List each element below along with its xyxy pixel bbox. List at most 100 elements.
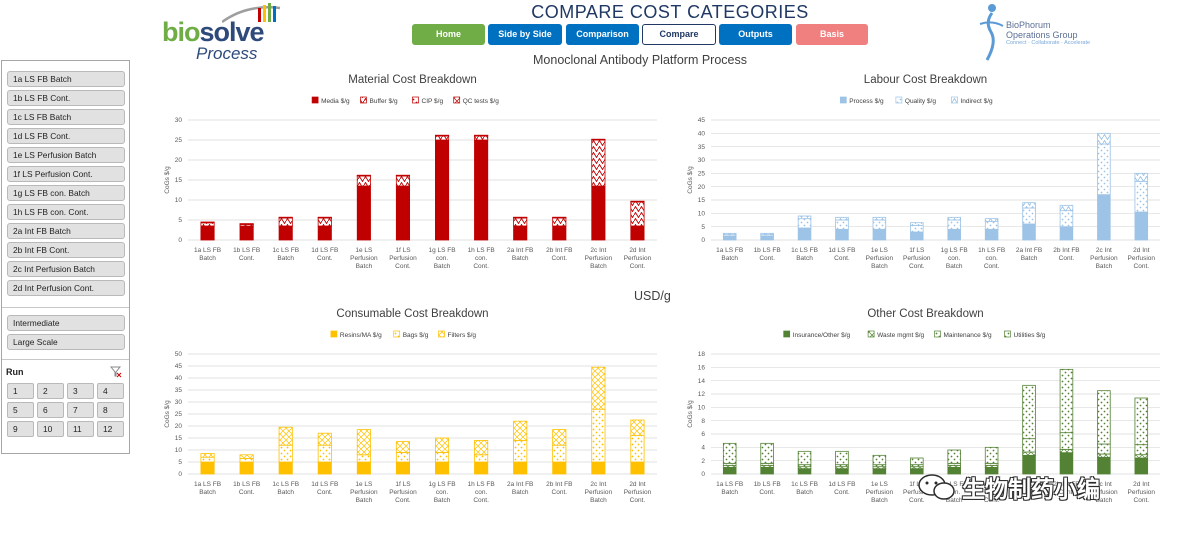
x-tick-label: 1d LS FB xyxy=(311,481,338,488)
x-tick-label: 1e LS xyxy=(355,247,373,254)
legend-item: Quality $/g xyxy=(895,96,936,105)
run-item[interactable]: 7 xyxy=(67,402,94,418)
x-tick-label: Cont. xyxy=(909,497,925,504)
legend-swatch xyxy=(1004,330,1011,338)
y-tick-label: 45 xyxy=(698,117,706,124)
nav-compare-button[interactable]: Compare xyxy=(642,24,716,45)
x-tick-label: 2a Int FB xyxy=(1016,481,1042,488)
x-tick-label: Batch xyxy=(199,489,216,496)
scenario-item[interactable]: 2b Int FB Cont. xyxy=(7,242,125,258)
y-tick-label: 30 xyxy=(698,157,706,164)
legend-swatch xyxy=(438,330,445,338)
bar-segment xyxy=(591,138,606,141)
bar-segment xyxy=(1022,207,1036,225)
legend-label: Buffer $/g xyxy=(370,98,398,105)
x-tick-label: 2b Int FB xyxy=(1053,481,1079,488)
x-tick-label: Perfusion xyxy=(866,489,894,496)
run-item[interactable]: 1 xyxy=(7,383,34,399)
scenario-item[interactable]: 1b LS FB Cont. xyxy=(7,90,125,106)
x-tick-label: Perfusion xyxy=(350,255,378,262)
bar-segment xyxy=(474,454,489,463)
bar-segment xyxy=(1022,451,1036,456)
logo-subtext: Process xyxy=(196,44,258,63)
x-tick-label: 2c Int xyxy=(590,247,606,254)
x-tick-label: 1e LS xyxy=(871,481,889,488)
scenario-item[interactable]: 1d LS FB Cont. xyxy=(7,128,125,144)
bar-segment xyxy=(1097,132,1111,145)
bar-segment xyxy=(434,461,450,475)
x-tick-label: Perfusion xyxy=(1128,489,1156,496)
nav-outputs-button[interactable]: Outputs xyxy=(719,24,792,45)
run-item[interactable]: 9 xyxy=(7,421,34,437)
scenario-item[interactable]: 2d Int Perfusion Cont. xyxy=(7,280,125,296)
scenario-item[interactable]: 1e LS Perfusion Batch xyxy=(7,147,125,163)
y-tick-label: 16 xyxy=(698,365,706,372)
run-item[interactable]: 11 xyxy=(67,421,94,437)
x-tick-label: Batch xyxy=(946,263,963,270)
x-tick-label: con. xyxy=(475,255,487,262)
x-tick-label: 1b LS FB xyxy=(233,247,260,254)
x-tick-label: 1b LS FB xyxy=(754,247,781,254)
nav-home-button[interactable]: Home xyxy=(412,24,485,45)
x-tick-label: 1f LS xyxy=(395,481,411,488)
run-item[interactable]: 4 xyxy=(97,383,124,399)
bar-segment xyxy=(356,461,371,475)
bar-segment xyxy=(1097,194,1111,241)
run-item[interactable]: 5 xyxy=(7,402,34,418)
y-tick-label: 20 xyxy=(698,184,706,191)
x-tick-label: Perfusion xyxy=(624,489,652,496)
scenario-item[interactable]: 1h LS FB con. Cont. xyxy=(7,204,125,220)
run-item[interactable]: 12 xyxy=(97,421,124,437)
x-tick-label: 1f LS xyxy=(909,481,925,488)
scenario-item[interactable]: 2c Int Perfusion Batch xyxy=(7,261,125,277)
x-tick-label: 1g LS FB xyxy=(428,481,455,488)
run-item[interactable]: 2 xyxy=(37,383,64,399)
y-tick-label: 5 xyxy=(178,217,182,224)
scenario-item[interactable]: 1a LS FB Batch xyxy=(7,71,125,87)
y-tick-label: 10 xyxy=(175,447,183,454)
scenario-item[interactable]: 1c LS FB Batch xyxy=(7,109,125,125)
scenario-item[interactable]: 2a Int FB Batch xyxy=(7,223,125,239)
scale-item[interactable]: Intermediate xyxy=(7,315,125,331)
run-item[interactable]: 10 xyxy=(37,421,64,437)
run-item[interactable]: 6 xyxy=(37,402,64,418)
scenario-item[interactable]: 1f LS Perfusion Cont. xyxy=(7,166,125,182)
x-tick-label: 1c LS FB xyxy=(791,247,818,254)
x-tick-label: Cont. xyxy=(552,255,568,262)
x-tick-label: Perfusion xyxy=(624,255,652,262)
x-tick-label: 1a LS FB xyxy=(194,247,221,254)
x-tick-label: Perfusion xyxy=(903,489,931,496)
page-subtitle: Monoclonal Antibody Platform Process xyxy=(533,53,747,67)
nav-basis-button[interactable]: Basis xyxy=(796,24,868,45)
bar-segment xyxy=(630,461,645,475)
bar-segment xyxy=(1059,368,1074,434)
nav-side-by-side-button[interactable]: Side by Side xyxy=(488,24,562,45)
x-tick-label: 1f LS xyxy=(909,247,925,254)
chart-svg: Consumable Cost Breakdown Resins/MA $/g Ba… xyxy=(164,308,657,504)
x-tick-label: 1g LS FB xyxy=(941,247,968,254)
bar-segment xyxy=(760,232,774,236)
legend-label: Bags $/g xyxy=(403,332,429,339)
legend-item: Bags $/g xyxy=(393,330,429,339)
run-item[interactable]: 3 xyxy=(67,383,94,399)
run-item[interactable]: 8 xyxy=(97,402,124,418)
legend-label: Utilities $/g xyxy=(1014,332,1046,339)
y-tick-label: 5 xyxy=(178,459,182,466)
bar-segment xyxy=(947,219,961,230)
y-tick-label: 30 xyxy=(175,117,183,124)
x-tick-label: 1a LS FB xyxy=(716,481,743,488)
scenario-item[interactable]: 1g LS FB con. Batch xyxy=(7,185,125,201)
bar-segment xyxy=(1134,454,1149,459)
bar-segment xyxy=(1022,202,1036,209)
scale-item[interactable]: Large Scale xyxy=(7,334,125,350)
clear-filter-icon[interactable] xyxy=(110,366,122,378)
legend-item: Resins/MA $/g xyxy=(330,330,382,339)
legend-swatch xyxy=(453,96,461,104)
x-tick-label: Batch xyxy=(871,263,888,270)
x-tick-label: Perfusion xyxy=(1128,255,1156,262)
bar-segment xyxy=(872,468,887,475)
y-tick-label: 50 xyxy=(175,351,183,358)
nav-comparison-button[interactable]: Comparison xyxy=(566,24,639,45)
bar-segment xyxy=(1134,180,1149,213)
x-tick-label: 1b LS FB xyxy=(754,481,781,488)
